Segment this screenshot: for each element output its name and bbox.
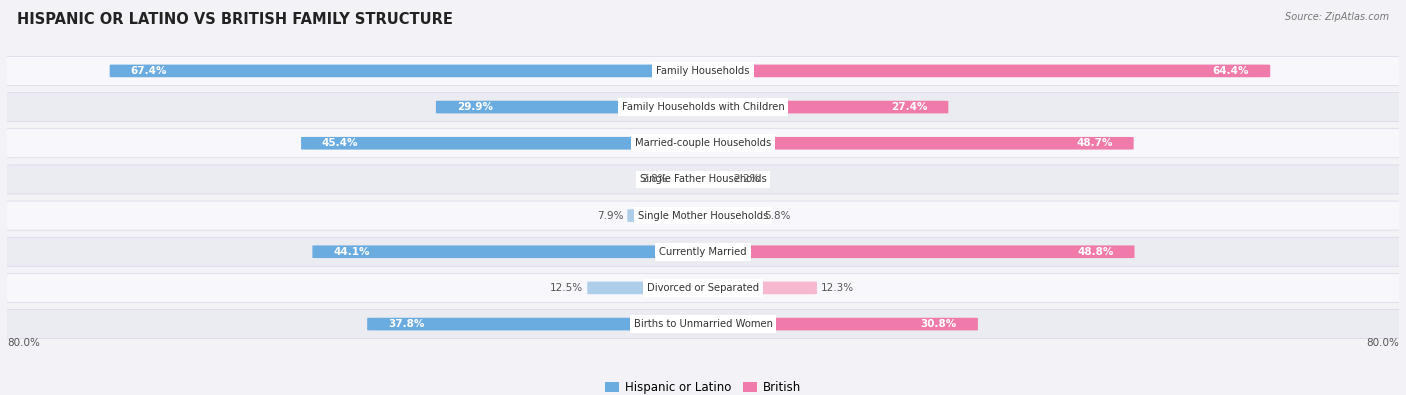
FancyBboxPatch shape	[0, 129, 1406, 158]
FancyBboxPatch shape	[0, 310, 1406, 339]
Text: 44.1%: 44.1%	[333, 247, 370, 257]
Text: 45.4%: 45.4%	[322, 138, 359, 148]
FancyBboxPatch shape	[0, 237, 1406, 266]
Text: Divorced or Separated: Divorced or Separated	[647, 283, 759, 293]
Text: 80.0%: 80.0%	[7, 338, 39, 348]
FancyBboxPatch shape	[696, 173, 730, 186]
Text: 27.4%: 27.4%	[891, 102, 928, 112]
FancyBboxPatch shape	[367, 318, 710, 331]
FancyBboxPatch shape	[0, 273, 1406, 303]
Text: 2.2%: 2.2%	[734, 175, 759, 184]
Text: 2.8%: 2.8%	[641, 175, 668, 184]
FancyBboxPatch shape	[0, 165, 1406, 194]
FancyBboxPatch shape	[301, 137, 710, 150]
FancyBboxPatch shape	[696, 101, 948, 113]
FancyBboxPatch shape	[110, 64, 710, 77]
Text: 48.7%: 48.7%	[1076, 138, 1112, 148]
Text: 12.3%: 12.3%	[821, 283, 855, 293]
Text: 5.8%: 5.8%	[765, 211, 792, 220]
Text: Married-couple Households: Married-couple Households	[636, 138, 770, 148]
FancyBboxPatch shape	[0, 201, 1406, 230]
FancyBboxPatch shape	[588, 282, 710, 294]
Text: 37.8%: 37.8%	[388, 319, 425, 329]
FancyBboxPatch shape	[0, 56, 1406, 85]
FancyBboxPatch shape	[672, 173, 710, 186]
Text: Single Father Households: Single Father Households	[640, 175, 766, 184]
FancyBboxPatch shape	[696, 282, 817, 294]
FancyBboxPatch shape	[696, 245, 1135, 258]
Text: 64.4%: 64.4%	[1213, 66, 1250, 76]
FancyBboxPatch shape	[627, 209, 710, 222]
Text: HISPANIC OR LATINO VS BRITISH FAMILY STRUCTURE: HISPANIC OR LATINO VS BRITISH FAMILY STR…	[17, 12, 453, 27]
Text: Family Households with Children: Family Households with Children	[621, 102, 785, 112]
Text: Single Mother Households: Single Mother Households	[638, 211, 768, 220]
Text: 67.4%: 67.4%	[131, 66, 167, 76]
Text: 29.9%: 29.9%	[457, 102, 492, 112]
Text: 80.0%: 80.0%	[1367, 338, 1399, 348]
Text: Source: ZipAtlas.com: Source: ZipAtlas.com	[1285, 12, 1389, 22]
Text: 12.5%: 12.5%	[550, 283, 583, 293]
Text: 48.8%: 48.8%	[1077, 247, 1114, 257]
Text: Family Households: Family Households	[657, 66, 749, 76]
Text: Births to Unmarried Women: Births to Unmarried Women	[634, 319, 772, 329]
FancyBboxPatch shape	[436, 101, 710, 113]
FancyBboxPatch shape	[312, 245, 710, 258]
Legend: Hispanic or Latino, British: Hispanic or Latino, British	[600, 376, 806, 395]
Text: 30.8%: 30.8%	[921, 319, 957, 329]
FancyBboxPatch shape	[696, 64, 1270, 77]
FancyBboxPatch shape	[696, 318, 979, 331]
FancyBboxPatch shape	[0, 92, 1406, 122]
FancyBboxPatch shape	[696, 209, 761, 222]
Text: 7.9%: 7.9%	[596, 211, 623, 220]
FancyBboxPatch shape	[696, 137, 1133, 150]
Text: Currently Married: Currently Married	[659, 247, 747, 257]
